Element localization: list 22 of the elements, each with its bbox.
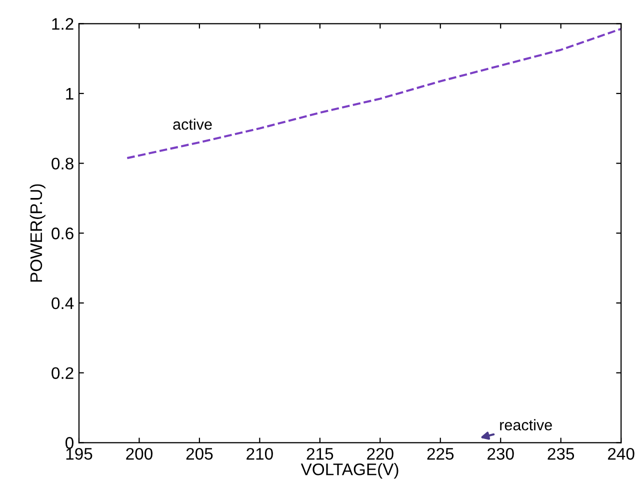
x-tick-label: 215 <box>306 448 334 460</box>
annotation: active <box>173 118 212 130</box>
y-axis-title: POWER(P.U) <box>30 184 46 282</box>
y-tick-label: 0.2 <box>52 367 74 380</box>
y-tick-label: 1.2 <box>52 18 74 30</box>
line-series <box>126 28 622 160</box>
y-tick-label: 0.8 <box>52 158 74 170</box>
annotation: reactive <box>500 419 552 430</box>
x-tick-label: 225 <box>427 448 454 460</box>
x-tick-label: 205 <box>186 448 213 460</box>
x-tick-label: 210 <box>246 448 273 460</box>
y-tick-label: 0.6 <box>52 228 74 240</box>
y-tick-label: 0.4 <box>52 297 74 310</box>
y-tick-label: 1 <box>66 88 74 100</box>
y-tick-label: 0 <box>66 437 74 449</box>
x-axis-title: VOLTAGE(V) <box>300 463 398 479</box>
x-tick-label: 195 <box>66 448 92 460</box>
x-tick-label: 220 <box>367 448 394 460</box>
x-tick-label: 200 <box>126 448 152 460</box>
x-tick-label: 230 <box>488 448 514 460</box>
x-tick-label: 235 <box>548 448 574 460</box>
x-tick-label: 240 <box>608 448 634 460</box>
